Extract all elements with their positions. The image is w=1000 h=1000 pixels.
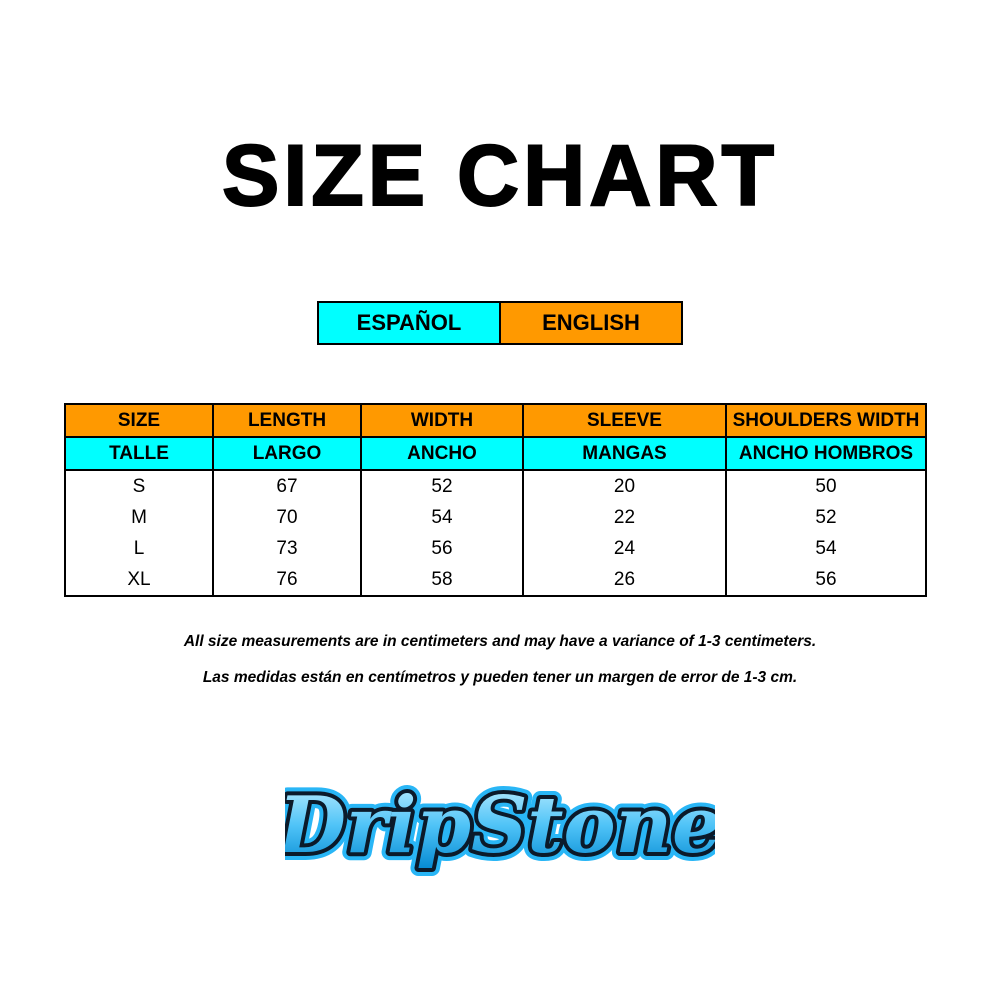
header-cell: ANCHO — [360, 437, 523, 471]
page-title: SIZE CHART — [221, 127, 778, 225]
table-cell: 20 — [522, 470, 726, 502]
table-cell: 56 — [725, 564, 926, 596]
brand-logo: DripStone DripStone DripStone — [268, 762, 730, 892]
size-table: SIZE LENGTH WIDTH SLEEVE SHOULDERS WIDTH… — [64, 403, 927, 597]
table-cell: 22 — [522, 502, 726, 533]
table-cell: 50 — [725, 470, 926, 502]
svg-text:DripStone: DripStone — [285, 780, 715, 871]
table-row: M 70 54 22 52 — [65, 502, 926, 533]
table-cell: 54 — [725, 533, 926, 564]
svg-text:DripStone: DripStone — [285, 780, 715, 871]
header-cell: SIZE — [65, 404, 213, 438]
header-cell: TALLE — [65, 437, 213, 471]
table-cell: M — [131, 506, 147, 528]
table-cell: 58 — [360, 564, 523, 596]
table-cell: 73 — [212, 533, 361, 564]
table-cell: 26 — [522, 564, 726, 596]
table-cell: 76 — [212, 564, 361, 596]
table-row: S 67 52 20 50 — [65, 470, 926, 502]
table-cell: 67 — [212, 470, 361, 502]
table-cell: S — [132, 475, 146, 497]
language-selector: ESPAÑOL ENGLISH — [317, 301, 683, 345]
header-row-english: SIZE LENGTH WIDTH SLEEVE SHOULDERS WIDTH — [65, 404, 926, 438]
table-cell: L — [133, 537, 145, 559]
header-cell: MANGAS — [522, 437, 726, 471]
table-cell: 56 — [360, 533, 523, 564]
header-cell: ANCHO HOMBROS — [725, 437, 926, 471]
language-spanish[interactable]: ESPAÑOL — [319, 303, 501, 343]
header-row-spanish: TALLE LARGO ANCHO MANGAS ANCHO HOMBROS — [65, 437, 926, 471]
table-row: L 73 56 24 54 — [65, 533, 926, 564]
header-cell: LARGO — [212, 437, 361, 471]
header-cell: SLEEVE — [522, 404, 726, 438]
header-cell: SHOULDERS WIDTH — [725, 404, 926, 438]
header-cell: LENGTH — [212, 404, 361, 438]
header-cell: WIDTH — [360, 404, 523, 438]
table-row: XL 76 58 26 56 — [65, 564, 926, 596]
table-cell: 24 — [522, 533, 726, 564]
svg-text:DripStone: DripStone — [285, 780, 715, 871]
table-cell: XL — [127, 568, 151, 590]
table-cell: 52 — [360, 470, 523, 502]
table-cell: 70 — [212, 502, 361, 533]
table-cell: 52 — [725, 502, 926, 533]
language-english[interactable]: ENGLISH — [501, 303, 681, 343]
note-spanish: Las medidas están en centímetros y puede… — [202, 669, 798, 686]
note-english: All size measurements are in centimeters… — [183, 633, 817, 650]
table-cell: 54 — [360, 502, 523, 533]
